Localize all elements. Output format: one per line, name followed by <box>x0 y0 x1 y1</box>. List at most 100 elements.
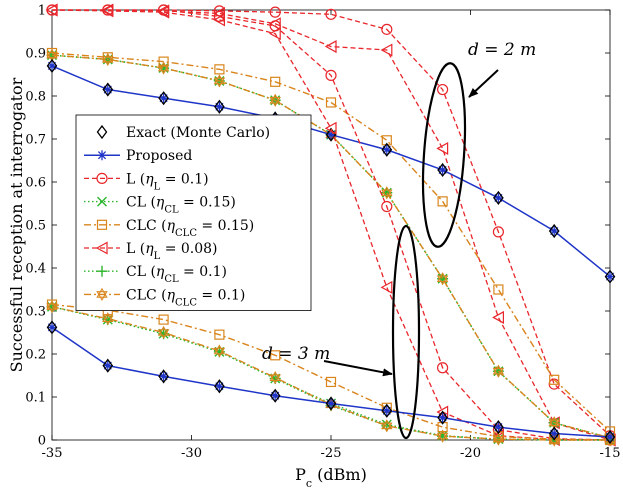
diamond-marker <box>102 358 114 373</box>
circle-marker <box>381 23 393 35</box>
square-marker <box>214 64 225 75</box>
circle-marker <box>437 362 449 374</box>
hexagram-marker <box>157 64 170 75</box>
legend-label-value: = 0.08) <box>160 241 217 257</box>
series-solid-star <box>47 60 615 282</box>
hexagram-marker <box>381 186 393 197</box>
hexagram-marker <box>269 97 281 107</box>
legend-label-base: Exact (Monte Carlo) <box>126 125 270 141</box>
series-group-d2 <box>45 3 616 447</box>
square-marker <box>158 56 169 67</box>
hexagram-marker <box>492 364 505 375</box>
series-line <box>51 303 611 441</box>
hexagram-marker <box>102 315 114 326</box>
legend-label: CLC (ηCLC = 0.1) <box>126 287 245 308</box>
x-tick-label: -20 <box>460 446 481 461</box>
x-tick-label: -35 <box>42 446 63 461</box>
diamond-marker <box>604 429 616 445</box>
triangle-marker <box>380 43 393 57</box>
hexagram-marker <box>492 435 505 446</box>
star-marker <box>47 322 57 333</box>
circle-marker <box>437 83 449 96</box>
triangle-marker <box>157 5 170 19</box>
diamond-marker <box>493 420 504 435</box>
legend-label-value: = 0.15) <box>179 195 236 211</box>
diamond-marker <box>96 124 108 140</box>
legend-label-value: = 0.1) <box>160 171 208 187</box>
legend-label: CLC (ηCLC = 0.15) <box>126 218 254 239</box>
arrow-d2 <box>468 69 499 98</box>
legend-label: L (ηL = 0.08) <box>126 241 218 262</box>
series-group-d3 <box>45 3 616 447</box>
star-marker <box>437 164 448 175</box>
legend-item: Proposed <box>84 148 192 164</box>
hexagram-marker <box>213 77 226 88</box>
series-line <box>52 9 611 441</box>
hexagram-marker <box>46 300 58 311</box>
y-tick-label: 0.7 <box>25 133 46 148</box>
hexagram-marker <box>213 344 226 355</box>
legend-label: CL (ηCL = 0.15) <box>126 195 236 216</box>
hexagram-marker <box>436 275 449 286</box>
star-marker <box>437 412 448 423</box>
hexagram-marker <box>102 56 114 67</box>
square-marker <box>214 329 225 340</box>
legend-label-base: L ( <box>126 241 145 257</box>
legend-label-base: Proposed <box>126 148 192 164</box>
ellipse-d2 <box>421 62 467 248</box>
diamond-marker <box>214 379 225 394</box>
series-diamond-markers <box>46 320 616 445</box>
legend-label-base: CLC ( <box>126 287 167 303</box>
y-tick-label: 0.4 <box>25 262 46 277</box>
star-marker <box>97 150 107 161</box>
legend-label-symbol: η <box>167 218 176 234</box>
square-marker <box>493 284 504 295</box>
triangle-marker <box>213 6 225 20</box>
hexagram-marker <box>548 433 560 444</box>
y-tick-label: 0.3 <box>25 305 46 320</box>
hexagram-marker <box>381 189 393 200</box>
axes: -35 -30 -25 -20 -15 0 0.1 0.2 0.3 0.4 0.5 0.6 0.7 0.8… <box>7 4 620 490</box>
series-line <box>51 306 610 441</box>
hexagram-marker <box>102 312 114 323</box>
series-line <box>52 9 611 441</box>
diamond-marker <box>437 162 448 178</box>
hexagram-marker <box>436 429 449 440</box>
hexagram-marker <box>269 93 281 104</box>
star-marker <box>605 271 615 282</box>
y-tick-label: 0 <box>38 434 46 449</box>
hexagram-marker <box>102 52 114 63</box>
diamond-marker <box>437 410 448 425</box>
hexagram-marker <box>96 287 108 298</box>
series-layer <box>45 3 616 447</box>
x-axis-label: Pc (dBm) <box>295 465 367 490</box>
x-axis-label-unit: (dBm) <box>312 465 367 484</box>
triangle-marker <box>95 241 108 255</box>
circle-marker <box>96 172 108 184</box>
circle-marker <box>269 6 281 18</box>
diamond-marker <box>269 388 281 403</box>
star-marker <box>326 129 336 140</box>
series-dashdot-hexagram <box>46 300 616 447</box>
triangle-marker <box>324 121 337 135</box>
y-tick-label: 1 <box>38 4 46 19</box>
star-marker <box>158 93 169 104</box>
legend-label: Proposed <box>126 148 192 164</box>
triangle-marker <box>380 280 393 294</box>
hexagram-marker <box>548 416 560 427</box>
legend-item: CLC (ηCLC = 0.15) <box>84 218 254 239</box>
x-tick-label: -30 <box>181 446 202 461</box>
triangle-marker <box>492 310 504 324</box>
triangle-marker <box>324 40 337 54</box>
annotation-d2: d = 2 m <box>468 40 536 60</box>
diamond-marker <box>381 403 393 418</box>
square-marker <box>437 196 448 207</box>
hexagram-marker <box>381 419 393 430</box>
legend-label-value: = 0.1) <box>179 264 227 280</box>
hexagram-marker <box>436 272 449 283</box>
star-marker <box>549 428 560 439</box>
circle-marker <box>325 8 337 20</box>
legend-label-value: = 0.15) <box>197 218 254 234</box>
